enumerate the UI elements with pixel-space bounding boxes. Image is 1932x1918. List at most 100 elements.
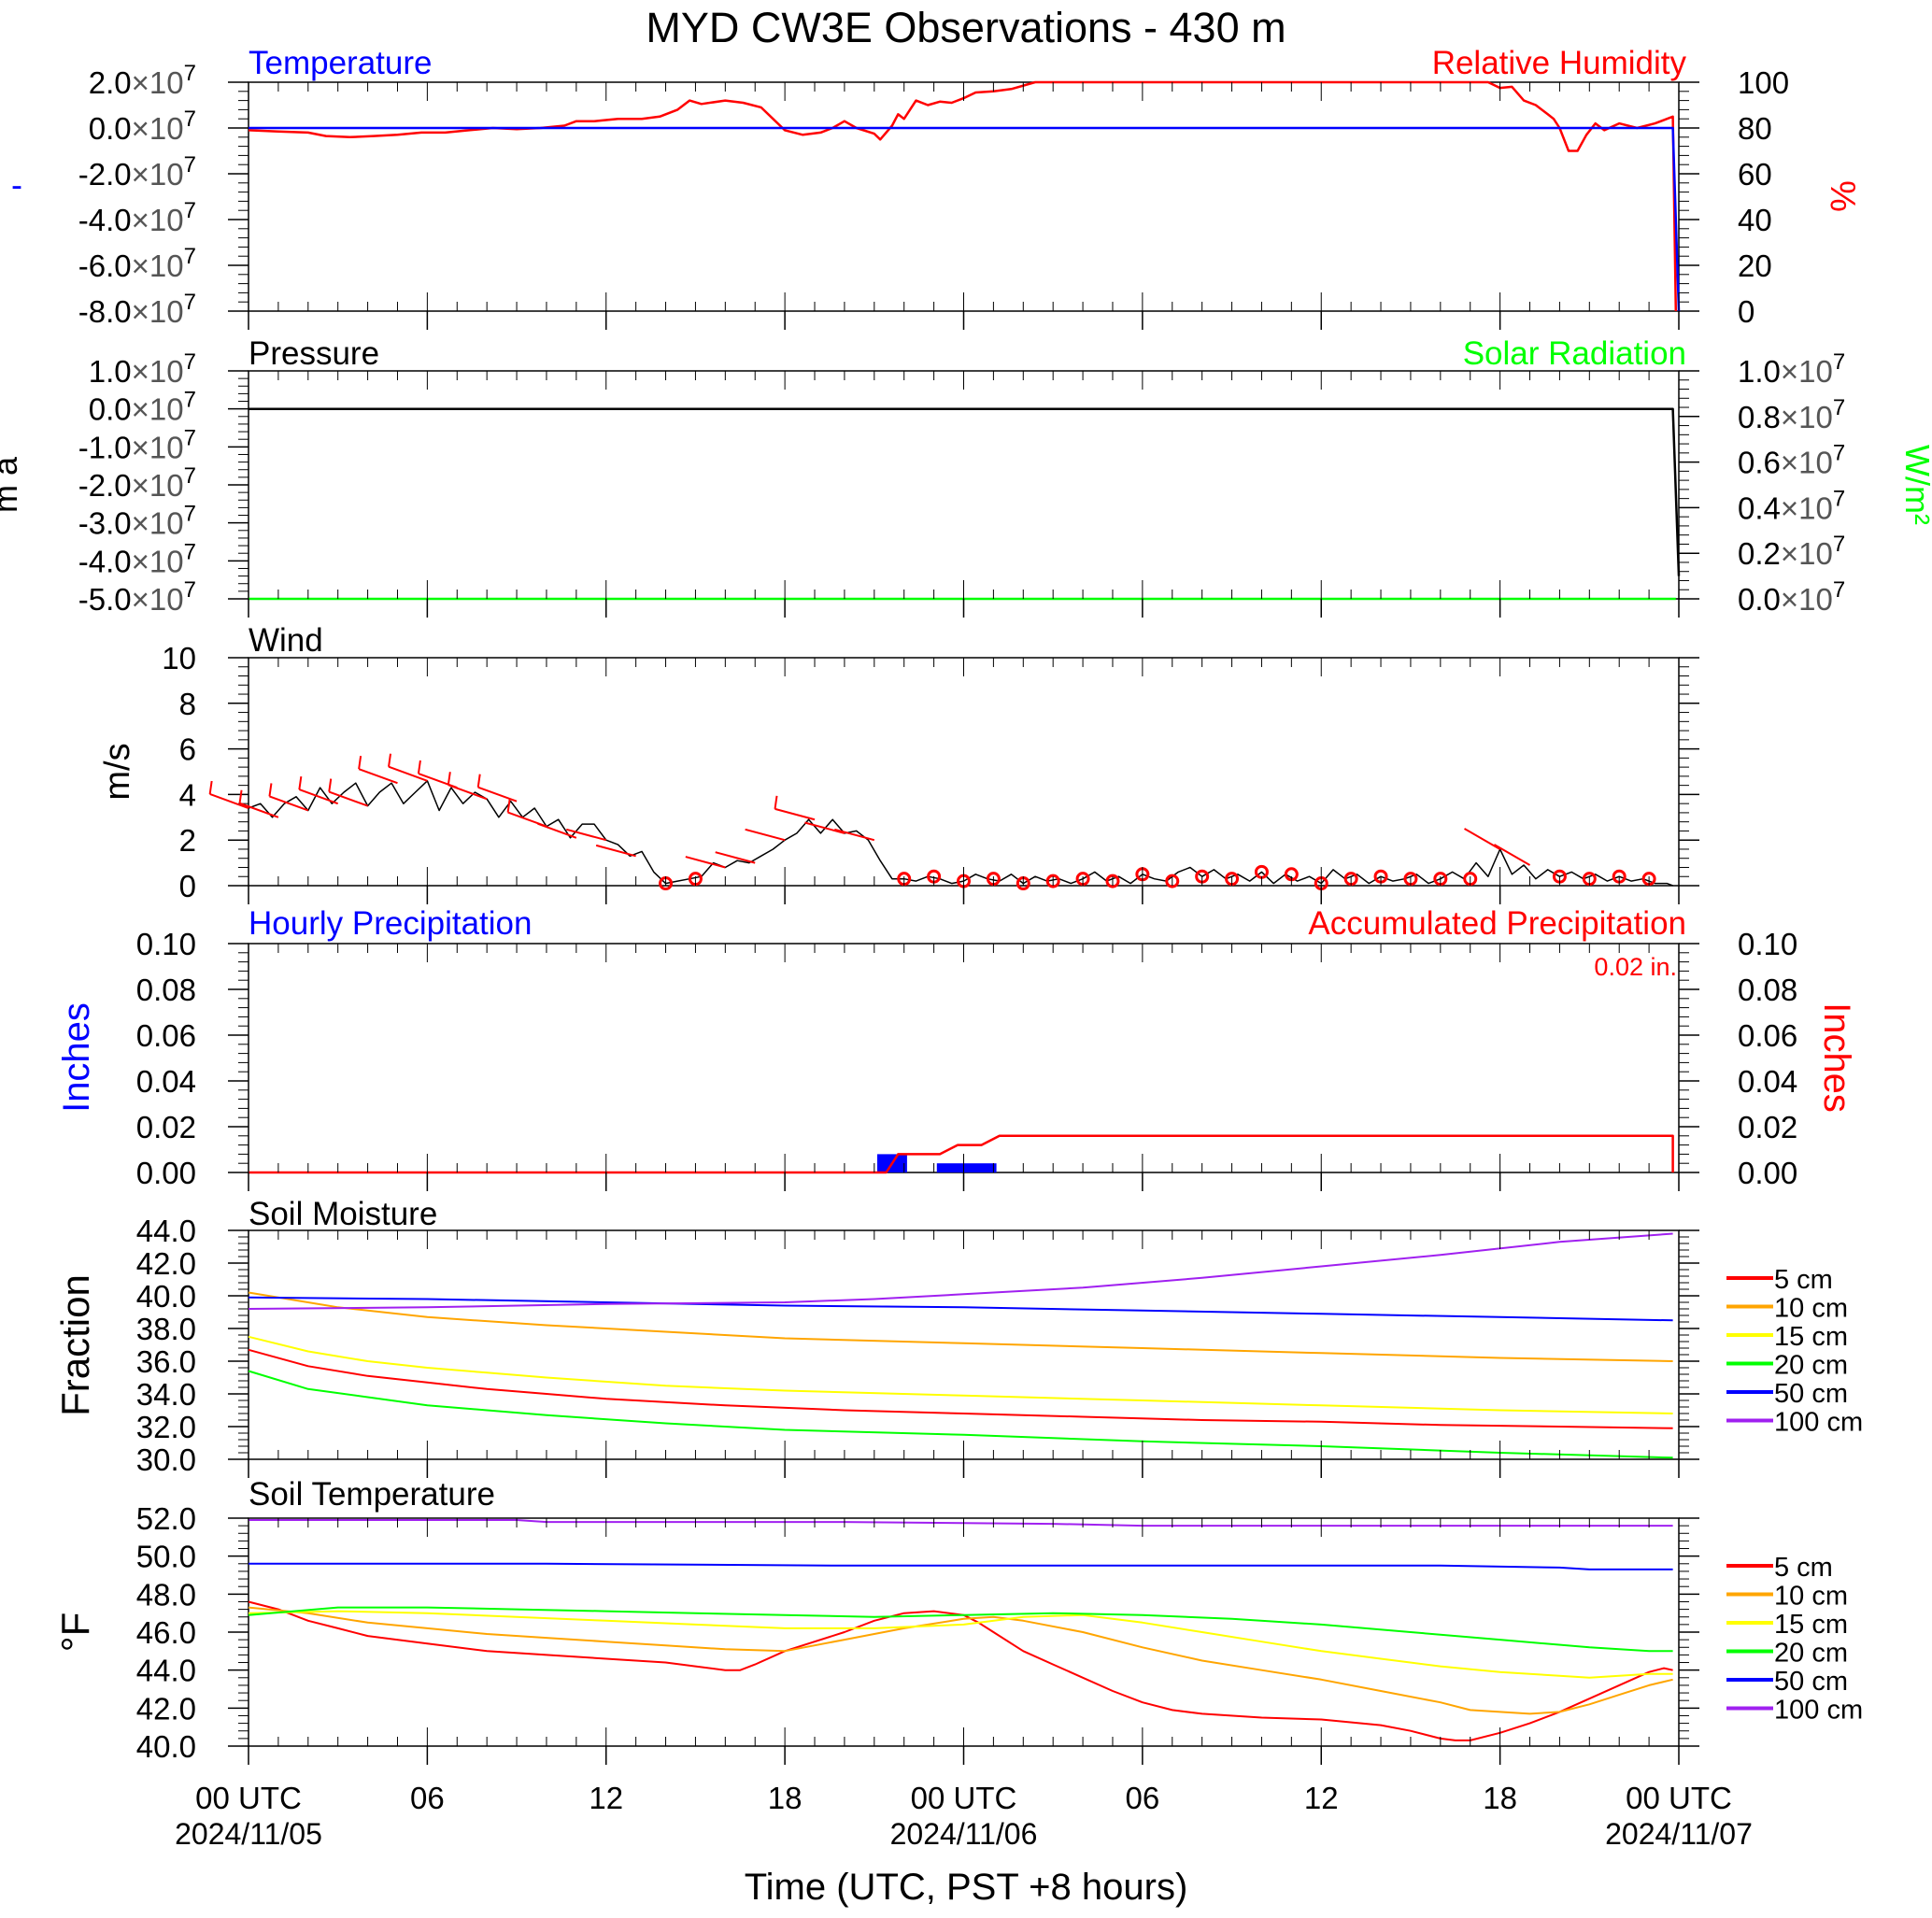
y-tick-label: 46.0 <box>136 1615 196 1650</box>
wind-barb <box>358 768 398 785</box>
y-tick-label: 38.0 <box>136 1312 196 1346</box>
x-tick-label: 06 <box>1126 1781 1160 1815</box>
times-sign: ×10 <box>132 157 184 192</box>
y-tick-label: 42.0 <box>136 1691 196 1726</box>
tick-mantissa: -8.0 <box>78 294 132 329</box>
tick-exponent: 7 <box>184 502 196 527</box>
times-sign: ×10 <box>1781 490 1833 525</box>
y-tick-label: 20 <box>1738 249 1772 283</box>
y-tick-label: 0.04 <box>1738 1064 1797 1099</box>
humidity-line <box>248 80 1678 312</box>
wind-barb <box>447 784 488 801</box>
hourly-precip-unit: Inches <box>56 1002 97 1113</box>
figure-title: MYD CW3E Observations - 430 m <box>646 4 1286 51</box>
wind-barb-flag <box>328 778 333 792</box>
panel-frame <box>248 657 1680 887</box>
soil-temp-title: Soil Temperature <box>249 1476 495 1513</box>
y-tick-label: -4.0×107 <box>78 539 196 578</box>
wind-barb-flag <box>208 780 213 795</box>
legend-label: 5 cm <box>1774 1265 1833 1295</box>
y-tick-label: 52.0 <box>136 1501 196 1536</box>
y-tick-label: 44.0 <box>136 1214 196 1248</box>
y-tick-label: 0.08 <box>1738 973 1797 1007</box>
y-tick-label: 0.0×107 <box>89 107 196 146</box>
legend-label: 100 cm <box>1774 1408 1863 1438</box>
pressure-line <box>249 407 1681 576</box>
x-tick-label: 18 <box>768 1781 803 1815</box>
y-tick-label: -8.0×107 <box>78 290 196 329</box>
y-tick-label: 48.0 <box>136 1577 196 1612</box>
y-tick-label: 42.0 <box>136 1246 196 1281</box>
accum-precip-line <box>249 1134 1674 1174</box>
panel-frame <box>248 81 1680 312</box>
tick-exponent: 7 <box>184 539 196 564</box>
wind-barb <box>537 822 577 839</box>
y-tick-label: 32.0 <box>136 1410 196 1444</box>
panel-precip: Hourly Precipitation Accumulated Precipi… <box>56 905 1857 1190</box>
calm-wind-marker <box>1045 874 1060 888</box>
x-tick-label: 00 UTC <box>1626 1781 1732 1815</box>
y-tick-label: 40.0 <box>136 1279 196 1314</box>
wind-barb <box>834 828 875 842</box>
wind-barb <box>685 856 726 869</box>
times-sign: ×10 <box>132 354 184 389</box>
tick-exponent: 7 <box>1833 395 1845 420</box>
times-sign: ×10 <box>132 582 184 617</box>
tick-exponent: 7 <box>184 290 196 315</box>
panel-temp-rh: Temperature Relative Humidity - % 2.0×10… <box>11 45 1862 329</box>
soil-line-20cm <box>248 1606 1673 1653</box>
y-tick-label: 0.02 <box>1738 1110 1797 1144</box>
y-tick-label: 30.0 <box>136 1442 196 1477</box>
times-sign: ×10 <box>132 203 184 237</box>
y-tick-label: -3.0×107 <box>78 502 196 541</box>
accum-precip-unit: Inches <box>1816 1002 1857 1113</box>
temperature-unit: - <box>11 165 22 204</box>
tick-exponent: 7 <box>184 463 196 489</box>
wind-barbs <box>208 753 1656 891</box>
wind-barb <box>595 844 636 858</box>
soil-line-100cm <box>249 1519 1673 1527</box>
tick-exponent: 7 <box>184 198 196 223</box>
precip-series <box>249 1134 1674 1174</box>
soil-line-50cm <box>249 1562 1673 1570</box>
time-axis-label: Time (UTC, PST +8 hours) <box>745 1867 1188 1908</box>
y-tick-label: 6 <box>179 732 196 767</box>
calm-wind-marker <box>1105 874 1120 888</box>
y-tick-label: 2 <box>179 823 196 858</box>
wind-barb-flag <box>447 772 451 786</box>
y-tick-label: 0.6×107 <box>1738 441 1845 480</box>
soil-line-50cm <box>248 1296 1673 1322</box>
tick-exponent: 7 <box>184 349 196 375</box>
y-tick-label: 0.10 <box>1738 927 1797 961</box>
wind-barb <box>477 786 518 803</box>
y-tick-label: 0.0×107 <box>89 388 196 427</box>
pressure-solar-series <box>249 407 1681 601</box>
y-tick-label: 0.06 <box>136 1018 196 1053</box>
tick-exponent: 7 <box>184 388 196 413</box>
times-sign: ×10 <box>1781 400 1833 434</box>
legend-label: 100 cm <box>1774 1696 1863 1726</box>
tick-mantissa: -5.0 <box>78 582 132 617</box>
y-tick-label: 1.0×107 <box>1738 349 1845 389</box>
precip-y-ticks-right: 0.10 0.08 0.06 0.04 0.02 0.00 <box>1679 927 1797 1190</box>
tick-mantissa: 0.0 <box>89 392 132 427</box>
y-tick-label: 10 <box>162 641 196 675</box>
soil-temp-unit: °F <box>53 1613 97 1652</box>
x-tick-label: 00 UTC <box>195 1781 302 1815</box>
soil-line-10cm <box>248 1291 1673 1362</box>
wind-barb-flag <box>268 783 273 797</box>
tick-exponent: 7 <box>1833 532 1845 557</box>
hourly-precip-bar <box>936 1163 997 1172</box>
tick-exponent: 7 <box>184 244 196 269</box>
soil-line-15cm <box>248 1335 1673 1414</box>
times-sign: ×10 <box>132 544 184 578</box>
panel-soil-temp: Soil Temperature °F 52.0 50.048.046.0 44.0… <box>53 1476 1863 1764</box>
tick-exponent: 7 <box>184 61 196 86</box>
tick-exponent: 7 <box>1833 441 1845 466</box>
wind-barb <box>209 793 249 809</box>
y-tick-label: 60 <box>1738 157 1772 192</box>
y-tick-label: -2.0×107 <box>78 152 196 192</box>
y-tick-label: 1.0×107 <box>89 349 196 389</box>
tick-exponent: 7 <box>1833 577 1845 603</box>
y-tick-label: -1.0×107 <box>78 425 196 464</box>
